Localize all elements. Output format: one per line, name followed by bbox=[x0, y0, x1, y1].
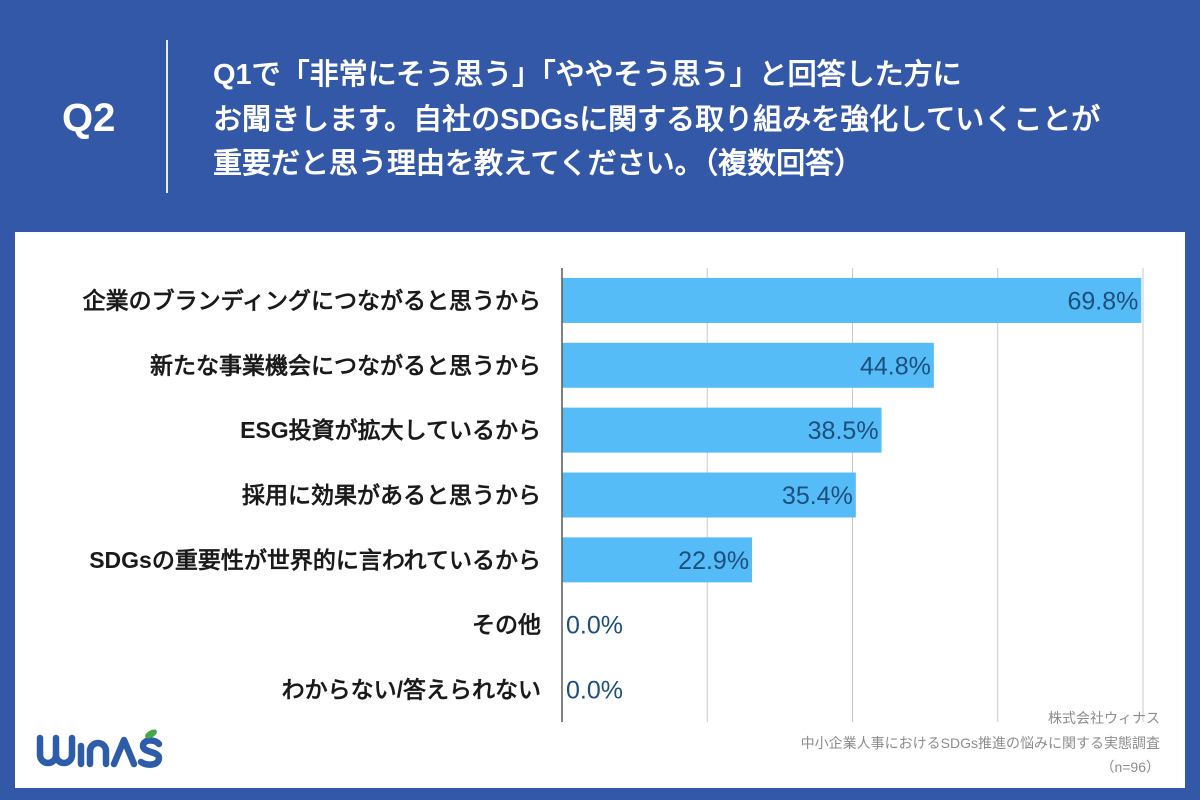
bar-5 bbox=[562, 537, 753, 583]
question-number: Q2 bbox=[62, 96, 116, 140]
header: Q2 Q1で「非常にそう思う」「ややそう思う」と回答した方に お聞きします。自社… bbox=[0, 0, 1200, 232]
category-label-7: わからない/答えられない bbox=[282, 677, 541, 703]
category-label-2: 新たな事業機会につながると思うから bbox=[150, 352, 541, 378]
category-label-3: ESG投資が拡大しているから bbox=[240, 417, 541, 443]
source-note: 株式会社ウィナス 中小企業人事におけるSDGs推進の悩みに関する実態調査 （n=… bbox=[801, 706, 1160, 780]
category-label-6: その他 bbox=[472, 612, 541, 638]
source-survey-title: 中小企業人事におけるSDGs推進の悩みに関する実態調査 bbox=[800, 734, 1160, 751]
data-label-3: 38.5% bbox=[808, 417, 879, 445]
logo-letter-n bbox=[86, 739, 110, 768]
data-label-2: 44.8% bbox=[860, 352, 931, 380]
bar-2 bbox=[562, 342, 934, 388]
data-label-7: 0.0% bbox=[566, 677, 623, 705]
chart-panel: 企業のブランディングにつながると思うから 69.8% 新たな事業機会につながると思う… bbox=[15, 232, 1185, 788]
question-line-3: 重要だと思う理由を教えてください。（複数回答） bbox=[213, 148, 864, 180]
logo-lettering bbox=[36, 734, 163, 768]
source-sample-size: （n=96） bbox=[1100, 759, 1160, 775]
data-label-4: 35.4% bbox=[782, 482, 853, 510]
category-label-5: SDGsの重要性が世界的に言われているから bbox=[89, 547, 541, 573]
question-text: Q1で「非常にそう思う」「ややそう思う」と回答した方に お聞きします。自社のSD… bbox=[213, 53, 1100, 187]
bar-chart: 企業のブランディングにつながると思うから 69.8% 新たな事業機会につながると思う… bbox=[82, 268, 1144, 722]
category-label-4: 採用に効果があると思うから bbox=[242, 482, 541, 508]
source-company: 株式会社ウィナス bbox=[1048, 710, 1160, 726]
company-logo bbox=[36, 729, 163, 768]
header-divider bbox=[166, 40, 168, 193]
data-label-6: 0.0% bbox=[566, 612, 623, 640]
bar-3 bbox=[562, 407, 882, 453]
data-label-1: 69.8% bbox=[1067, 287, 1138, 315]
data-label-5: 22.9% bbox=[678, 547, 749, 575]
logo-letter-w bbox=[36, 734, 76, 767]
bar-1 bbox=[562, 277, 1142, 323]
question-line-2: お聞きします。自社のSDGsに関する取り組みを強化していくことが bbox=[213, 103, 1101, 136]
bar-4 bbox=[562, 472, 856, 518]
leaf-icon bbox=[145, 729, 157, 739]
logo-letter-s bbox=[137, 737, 163, 768]
category-label-1: 企業のブランディングにつながると思うから bbox=[82, 287, 541, 313]
question-line-1: Q1で「非常にそう思う」「ややそう思う」と回答した方に bbox=[213, 59, 962, 91]
logo-letter-a bbox=[110, 736, 138, 768]
